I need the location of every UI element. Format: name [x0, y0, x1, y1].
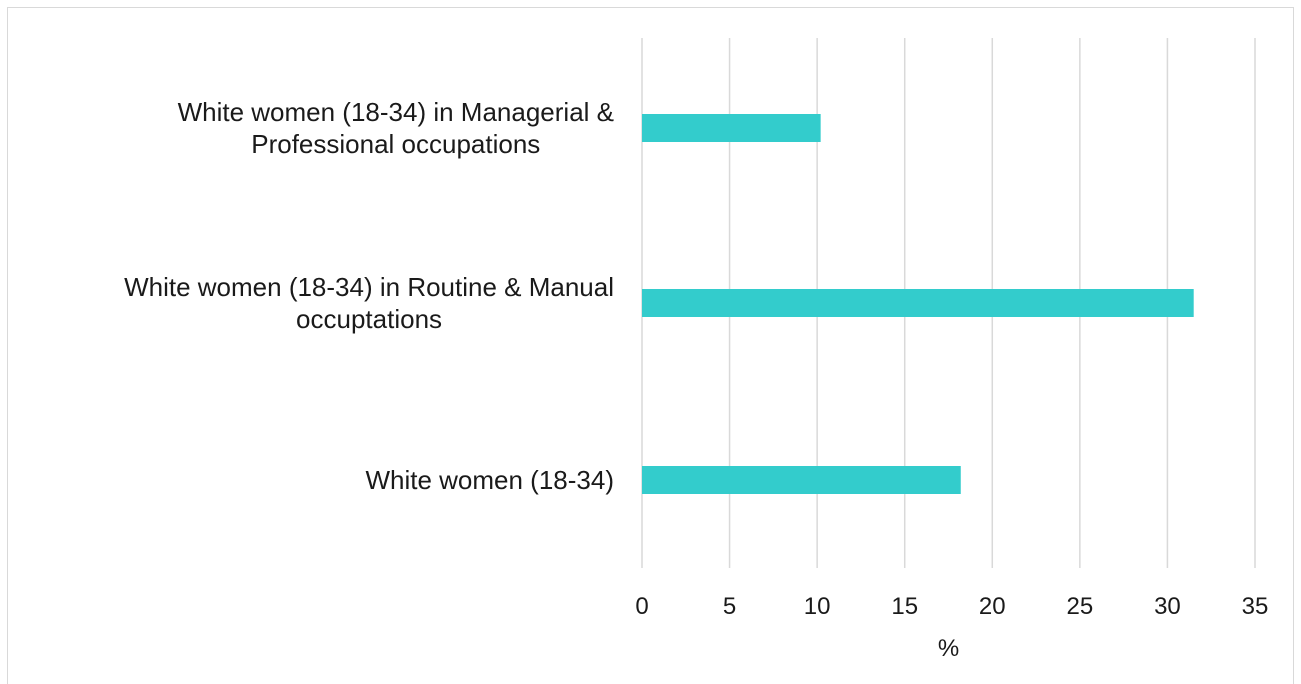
- x-tick-label: 0: [635, 593, 648, 620]
- category-labels: White women (18-34) in Managerial &Profe…: [124, 97, 614, 495]
- category-label: White women (18-34): [365, 465, 614, 495]
- category-label-line: occuptations: [296, 304, 442, 334]
- bar: [642, 466, 961, 494]
- category-label-line: White women (18-34) in Routine & Manual: [124, 272, 614, 302]
- category-label-line: Professional occupations: [251, 129, 540, 159]
- x-axis-title: %: [938, 635, 959, 662]
- bar: [642, 289, 1194, 317]
- x-tick-label: 30: [1154, 593, 1181, 620]
- bar: [642, 114, 821, 142]
- category-label-line: White women (18-34) in Managerial &: [178, 97, 614, 127]
- x-tick-label: 15: [891, 593, 918, 620]
- category-label: White women (18-34) in Managerial &Profe…: [178, 97, 614, 159]
- x-tick-labels: 0 5 10 15 20 25 30 35: [635, 593, 1268, 620]
- x-tick-label: 35: [1242, 593, 1269, 620]
- x-tick-label: 25: [1067, 593, 1094, 620]
- category-label: White women (18-34) in Routine & Manualo…: [124, 272, 614, 334]
- x-tick-label: 5: [723, 593, 736, 620]
- x-tick-label: 20: [979, 593, 1006, 620]
- x-tick-label: 10: [804, 593, 831, 620]
- category-label-line: White women (18-34): [365, 465, 614, 495]
- bars: [642, 114, 1194, 494]
